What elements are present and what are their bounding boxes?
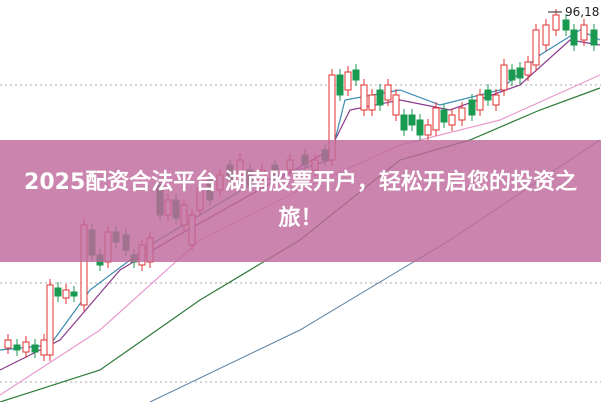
candle-body bbox=[458, 107, 466, 121]
candle-body bbox=[22, 341, 30, 353]
candle-body bbox=[552, 14, 560, 31]
candle-body bbox=[476, 94, 484, 111]
candle-body bbox=[376, 89, 384, 106]
candle-body bbox=[484, 89, 492, 101]
candle-body bbox=[384, 84, 392, 101]
candle-body bbox=[408, 114, 416, 126]
candle-body bbox=[31, 344, 39, 353]
candle-body bbox=[468, 99, 476, 116]
candle-body bbox=[432, 107, 440, 131]
candle-body bbox=[590, 29, 598, 46]
candle-body bbox=[336, 74, 344, 96]
candle-body bbox=[570, 29, 578, 46]
price-label: 96,18 bbox=[565, 5, 599, 19]
banner: 2025配资合法平台 湖南股票开户，轻松开启您的投资之旅！ bbox=[0, 140, 601, 262]
candle-body bbox=[13, 344, 21, 351]
candles bbox=[4, 9, 598, 361]
candle-body bbox=[368, 94, 376, 111]
candle-body bbox=[562, 19, 570, 31]
candle-body bbox=[532, 29, 540, 66]
candle-body bbox=[424, 124, 432, 136]
candle-body bbox=[416, 119, 424, 136]
candle-body bbox=[524, 61, 532, 76]
candle-body bbox=[400, 114, 408, 131]
candle-body bbox=[54, 287, 62, 297]
banner-text: 2025配资合法平台 湖南股票开户，轻松开启您的投资之旅！ bbox=[24, 170, 577, 231]
candle-body bbox=[4, 339, 12, 349]
candle-body bbox=[448, 114, 456, 126]
candle-body bbox=[516, 67, 524, 79]
candle-body bbox=[580, 24, 588, 41]
candle-body bbox=[392, 94, 400, 116]
candle-body bbox=[508, 69, 516, 81]
candle-body bbox=[40, 339, 48, 356]
candle-body bbox=[440, 109, 448, 123]
ma-line bbox=[0, 29, 601, 351]
candle-body bbox=[542, 24, 550, 46]
candle-body bbox=[500, 64, 508, 91]
candle-body bbox=[62, 289, 70, 299]
candle-body bbox=[352, 69, 360, 81]
candle-body bbox=[492, 94, 500, 106]
candle-body bbox=[360, 84, 368, 111]
candle-body bbox=[344, 71, 352, 91]
candle-body bbox=[70, 291, 78, 297]
candle-body bbox=[46, 284, 54, 356]
